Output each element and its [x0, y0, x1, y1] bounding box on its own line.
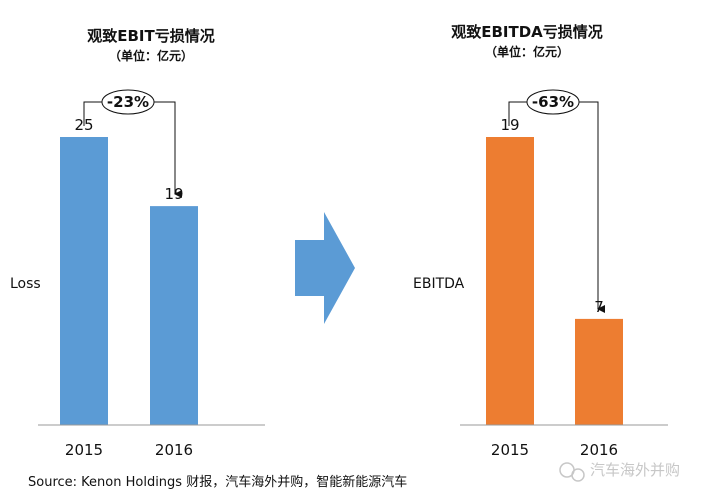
- right-chart-title: 观致EBITDA亏损情况: [451, 23, 603, 41]
- right-chart-subtitle: （单位：亿元）: [485, 44, 569, 59]
- right-value-label: 7: [594, 298, 604, 316]
- left-change-bubble: [101, 89, 155, 115]
- left-tick-label: 2016: [155, 441, 193, 459]
- source-note: Source: Kenon Holdings 财报，汽车海外并购，智能新能源汽车: [28, 474, 407, 490]
- left-bar-2016: [150, 206, 198, 425]
- right-change-bubble: [526, 89, 580, 115]
- right-bar-2015: [486, 137, 534, 425]
- transition-arrow: [295, 212, 355, 324]
- right-axis-label: EBITDA: [413, 276, 465, 292]
- left-axis-label: Loss: [10, 276, 41, 292]
- left-value-label: 19: [164, 185, 183, 203]
- right-tick-label: 2015: [491, 441, 529, 459]
- wechat-icon-small: [571, 468, 585, 482]
- left-bar-2015: [60, 137, 108, 425]
- left-chart-title: 观致EBIT亏损情况: [87, 27, 215, 45]
- left-chart-subtitle: （单位：亿元）: [109, 48, 193, 63]
- watermark-text: 汽车海外并购: [590, 461, 680, 479]
- left-change-label: -23%: [107, 93, 149, 111]
- right-change-label: -63%: [532, 93, 574, 111]
- right-value-label: 19: [500, 116, 519, 134]
- right-tick-label: 2016: [580, 441, 618, 459]
- right-bar-2016: [575, 318, 623, 425]
- watermark: 汽车海外并购: [559, 461, 680, 482]
- left-tick-label: 2015: [65, 441, 103, 459]
